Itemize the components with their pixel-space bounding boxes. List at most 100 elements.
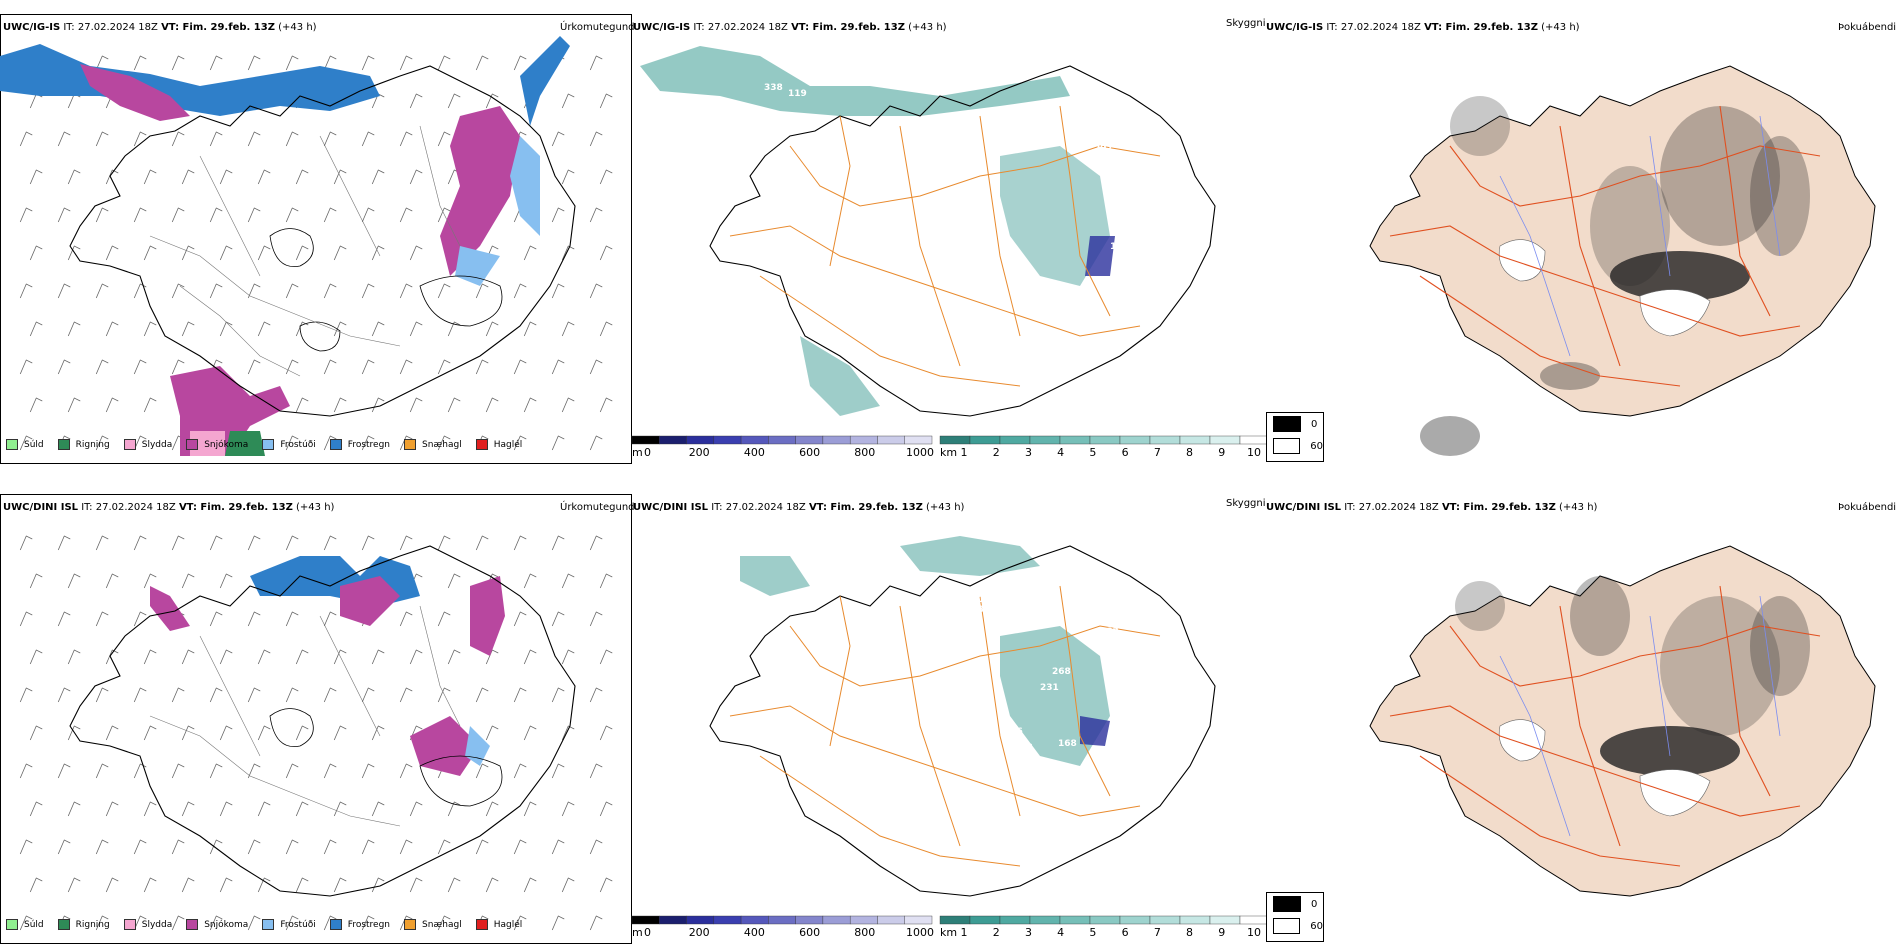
scale-tick: 10	[1247, 446, 1261, 459]
lead-time: (+43 h)	[296, 502, 335, 513]
road-network	[729, 585, 1161, 867]
legend-label: Rigning	[75, 439, 110, 450]
legend-swatch	[123, 439, 136, 450]
scale-tick: 5	[1089, 446, 1096, 459]
teal-east	[1000, 146, 1110, 286]
scale-tick: 7	[1154, 926, 1161, 939]
legend-item: Frostregn	[329, 439, 391, 450]
legend-item: Slydda	[123, 919, 172, 930]
frostregn-ne	[520, 36, 570, 126]
legend-item: Haglél	[475, 919, 523, 930]
snow-label: 154	[1114, 263, 1133, 273]
snow-label: 168	[965, 605, 984, 615]
scale-tick: 1000	[906, 926, 934, 939]
wind-barbs	[19, 535, 613, 931]
legend-swatch	[475, 439, 488, 450]
precip-map-1	[0, 36, 613, 456]
init-time: IT: 27.02.2024 18Z	[81, 502, 176, 513]
scale-unit: km	[940, 926, 957, 939]
glacier-2	[419, 755, 503, 807]
legend-swatch	[123, 919, 136, 930]
offshore-fog	[1420, 416, 1480, 456]
snow-label: 146	[1004, 727, 1023, 737]
snow-north	[340, 576, 400, 626]
fog-glaciers	[1498, 719, 1711, 817]
lead-time: (+43 h)	[908, 22, 947, 33]
precip-legend-1: Súld Rigning Slydda Snjókoma Frostúði Frostre…	[6, 439, 522, 450]
init-time: IT: 27.02.2024 18Z	[63, 22, 158, 33]
legend-swatch	[6, 439, 18, 450]
model-name: UWC/IG-IS	[3, 22, 61, 33]
rivers	[1499, 115, 1781, 357]
scale-tick: 1	[961, 446, 968, 459]
legend-swatch	[186, 439, 199, 450]
legend-label: Snæhagl	[422, 439, 462, 450]
legend-swatch	[329, 919, 342, 930]
visibility-scale-2: km 1 2 3 4 5 6 7 8 9 10	[939, 915, 1271, 939]
snow-label: 195	[1110, 242, 1129, 252]
fog-legend-high: 60	[1310, 920, 1323, 932]
legend-swatch	[329, 439, 342, 450]
snow-label: 275	[1142, 139, 1161, 149]
scale-tick: 200	[689, 446, 710, 459]
snow-area-nw	[80, 64, 190, 121]
scale-tick: 600	[799, 446, 820, 459]
snow-label: 79	[844, 427, 857, 437]
snow-label: 181	[1078, 129, 1097, 139]
scale-tick: 1	[961, 926, 968, 939]
scale-tick: 10	[1247, 926, 1261, 939]
vis-title-2: Skyggni	[1226, 498, 1266, 509]
scale-tick: 4	[1057, 926, 1064, 939]
scale-tick: 400	[744, 926, 765, 939]
terrain-lines	[149, 605, 461, 827]
fog-title-2: Þokuábendi	[1838, 502, 1897, 513]
vis-header-1: UWC/IG-IS IT: 27.02.2024 18Z VT: Fim. 29…	[633, 22, 947, 34]
snow-label: 176	[945, 727, 964, 737]
scale-tick: 0	[644, 446, 651, 459]
lead-time: (+43 h)	[926, 502, 965, 513]
precip-type-panel-1	[0, 14, 632, 464]
teal-north	[900, 536, 1040, 576]
legend-item: Snjókoma	[186, 439, 248, 450]
snow-label: 148	[1140, 729, 1159, 739]
legend-label: Frostregn	[347, 439, 391, 450]
snow-label: 268	[1052, 667, 1071, 677]
fog-title-1: Þokuábendi	[1838, 22, 1897, 33]
snow-label: 338	[764, 83, 783, 93]
snow-label: 297	[1094, 144, 1113, 154]
model-name: UWC/DINI ISL	[633, 502, 709, 513]
scale-tick: 3	[1025, 926, 1032, 939]
scale-tick: 7	[1154, 446, 1161, 459]
frostregn-area	[0, 44, 380, 116]
fog-legend-low: 0	[1311, 898, 1318, 910]
glacier-3	[299, 321, 341, 352]
snow-area-east	[440, 106, 520, 276]
legend-item: Snjókoma	[186, 919, 248, 930]
road-network	[729, 105, 1161, 387]
fog-legend-1: 0 60	[1266, 412, 1324, 462]
scale-unit: m	[632, 926, 643, 939]
precip-map-2	[19, 535, 613, 931]
legend-item: Rigning	[57, 439, 110, 450]
snow-label: 168	[1058, 739, 1077, 749]
init-time: IT: 27.02.2024 18Z	[1344, 502, 1439, 513]
legend-label: Súld	[24, 439, 44, 450]
frostudi-east	[510, 136, 540, 236]
valid-time: VT: Fim. 29.feb. 13Z	[1441, 502, 1556, 513]
fog-legend-low: 0	[1311, 418, 1318, 430]
snow-label: 119	[788, 89, 807, 99]
precip-header-2: UWC/DINI ISL IT: 27.02.2024 18Z VT: Fim.…	[3, 502, 334, 514]
snow-label: 316	[972, 595, 991, 605]
vis-map-1: 338 119 181 464 297 275 351 195 154 816 …	[640, 46, 1216, 437]
legend-label: Haglél	[493, 919, 523, 930]
row-2: UWC/DINI ISL IT: 27.02.2024 18Z VT: Fim.…	[0, 480, 1900, 950]
legend-swatch	[262, 919, 275, 930]
scale-tick: 4	[1057, 446, 1064, 459]
glacier-1	[269, 708, 314, 748]
legend-item: Snæhagl	[404, 919, 462, 930]
fog-header-1: UWC/IG-IS IT: 27.02.2024 18Z VT: Fim. 29…	[1266, 22, 1580, 34]
fog-glaciers	[1498, 239, 1711, 337]
scale-tick: 2	[993, 446, 1000, 459]
fog-map-1	[1369, 65, 1876, 456]
iceland-outline-4	[709, 545, 1216, 897]
